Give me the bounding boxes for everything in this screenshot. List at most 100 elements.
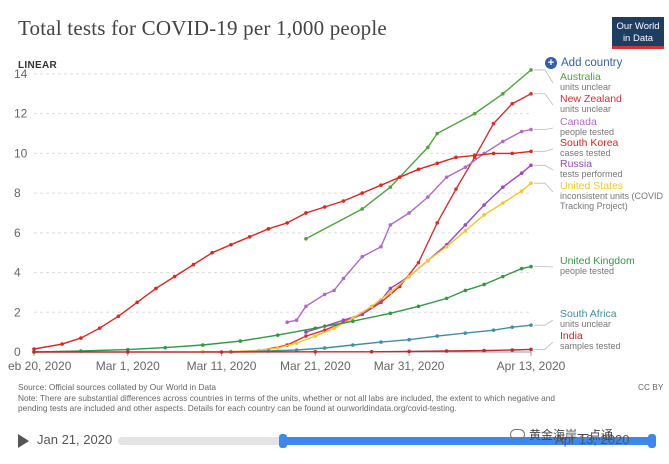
- data-point: [154, 286, 158, 291]
- legend-series-note: people tested: [560, 127, 614, 137]
- data-point: [482, 282, 486, 287]
- data-point: [163, 345, 168, 350]
- series-line[interactable]: [305, 69, 532, 240]
- x-tick-label: Mar 21, 2020: [280, 359, 351, 373]
- data-point: [266, 227, 271, 231]
- data-point: [482, 203, 486, 207]
- y-tick-label: 4: [14, 266, 21, 280]
- data-point: [219, 350, 224, 354]
- data-point: [435, 131, 440, 136]
- data-point: [351, 343, 355, 347]
- data-point: [501, 139, 505, 144]
- data-point: [529, 68, 533, 72]
- data-point: [501, 185, 505, 189]
- play-icon[interactable]: [18, 434, 29, 448]
- data-point: [510, 325, 515, 329]
- data-point: [313, 326, 318, 330]
- source-text: Source: Official sources collated by Our…: [18, 382, 216, 392]
- data-point: [276, 333, 280, 337]
- y-tick-label: 14: [14, 67, 28, 81]
- add-country-button[interactable]: + Add country: [545, 57, 622, 69]
- data-point: [322, 346, 327, 350]
- data-point: [313, 334, 318, 338]
- timeline-start-handle[interactable]: [279, 434, 287, 448]
- watermark: 黄金海岸一点通: [510, 426, 613, 443]
- timeline-slider: Jan 21, 2020 Apr 13, 2020: [0, 424, 669, 458]
- legend-series-name[interactable]: New Zealand: [560, 93, 622, 105]
- x-tick-label: eb 20, 2020: [8, 359, 72, 373]
- data-point: [397, 175, 402, 180]
- license-link[interactable]: CC BY: [638, 382, 664, 392]
- timeline-selected-range[interactable]: [282, 437, 652, 445]
- data-point: [332, 326, 336, 330]
- data-point: [529, 181, 533, 185]
- data-point: [463, 331, 468, 335]
- series-line[interactable]: [33, 150, 532, 350]
- scale-toggle[interactable]: LINEAR: [18, 60, 58, 71]
- series-lines: [32, 68, 533, 354]
- data-point: [229, 242, 233, 247]
- chart-footer: Source: Official sources collated by Our…: [18, 382, 658, 414]
- data-point: [519, 129, 524, 134]
- data-point: [435, 334, 440, 338]
- series-line[interactable]: [33, 265, 532, 353]
- legend-series-name[interactable]: Russia: [560, 158, 592, 170]
- y-tick-label: 6: [14, 226, 21, 240]
- data-point: [482, 213, 486, 217]
- plus-icon: +: [545, 57, 557, 69]
- data-point: [510, 101, 515, 106]
- timeline-end-handle[interactable]: [648, 434, 656, 448]
- legend-series-name[interactable]: South Korea: [560, 137, 619, 149]
- data-point: [79, 336, 83, 340]
- data-point: [285, 221, 289, 225]
- data-point: [463, 223, 468, 227]
- data-point: [416, 260, 421, 265]
- legend-connector: [534, 69, 554, 84]
- data-point: [388, 290, 393, 295]
- series-line[interactable]: [230, 324, 532, 353]
- data-point: [407, 337, 411, 342]
- x-tick-labels: eb 20, 2020 Mar 1, 2020 Mar 11, 2020 Mar 21…: [8, 359, 566, 373]
- data-point: [116, 314, 121, 319]
- legend-series-name[interactable]: South Africa: [560, 308, 617, 320]
- y-tick-label: 2: [14, 305, 21, 319]
- chart-svg: 0 2 4 6 8 10 12 14 eb 20, 2020 Mar 1, 2020 Mar 11…: [8, 67, 664, 373]
- series-line[interactable]: [34, 348, 532, 353]
- data-point: [426, 258, 430, 263]
- data-point: [444, 244, 449, 249]
- data-point: [519, 171, 524, 176]
- data-point: [191, 262, 196, 267]
- data-point: [304, 334, 308, 338]
- data-point: [482, 348, 486, 353]
- data-point: [426, 195, 430, 199]
- data-point: [304, 236, 308, 241]
- series-line[interactable]: [202, 182, 532, 353]
- watermark-text: 黄金海岸一点通: [529, 428, 614, 442]
- data-point: [519, 189, 524, 193]
- data-point: [341, 318, 346, 323]
- legend-series-name[interactable]: United Kingdom: [560, 255, 635, 267]
- data-point: [285, 320, 289, 325]
- legend-series-name[interactable]: Australia: [560, 71, 601, 83]
- data-point: [529, 347, 533, 352]
- legend-connector: [534, 164, 554, 171]
- legend-series-note: units unclear: [560, 82, 611, 92]
- data-point: [313, 350, 318, 354]
- data-point: [463, 165, 468, 170]
- y-tick-label: 0: [14, 345, 21, 359]
- wechat-icon: [510, 429, 525, 440]
- legend-series-name[interactable]: United States: [560, 180, 623, 192]
- data-point: [294, 341, 299, 345]
- legend-series-name[interactable]: India: [560, 330, 583, 342]
- data-point: [472, 111, 477, 116]
- owid-logo[interactable]: Our World in Data: [612, 17, 664, 49]
- data-point: [501, 274, 505, 279]
- data-point: [172, 274, 177, 279]
- note-line-1: Note: There are substantial differences …: [18, 392, 555, 403]
- x-tick-label: Mar 31, 2020: [374, 359, 445, 373]
- data-point: [519, 266, 524, 271]
- data-point: [247, 234, 252, 239]
- legend-series-name[interactable]: Canada: [560, 116, 597, 128]
- data-point: [529, 127, 533, 132]
- y-tick-labels: 0 2 4 6 8 10 12 14: [14, 67, 28, 359]
